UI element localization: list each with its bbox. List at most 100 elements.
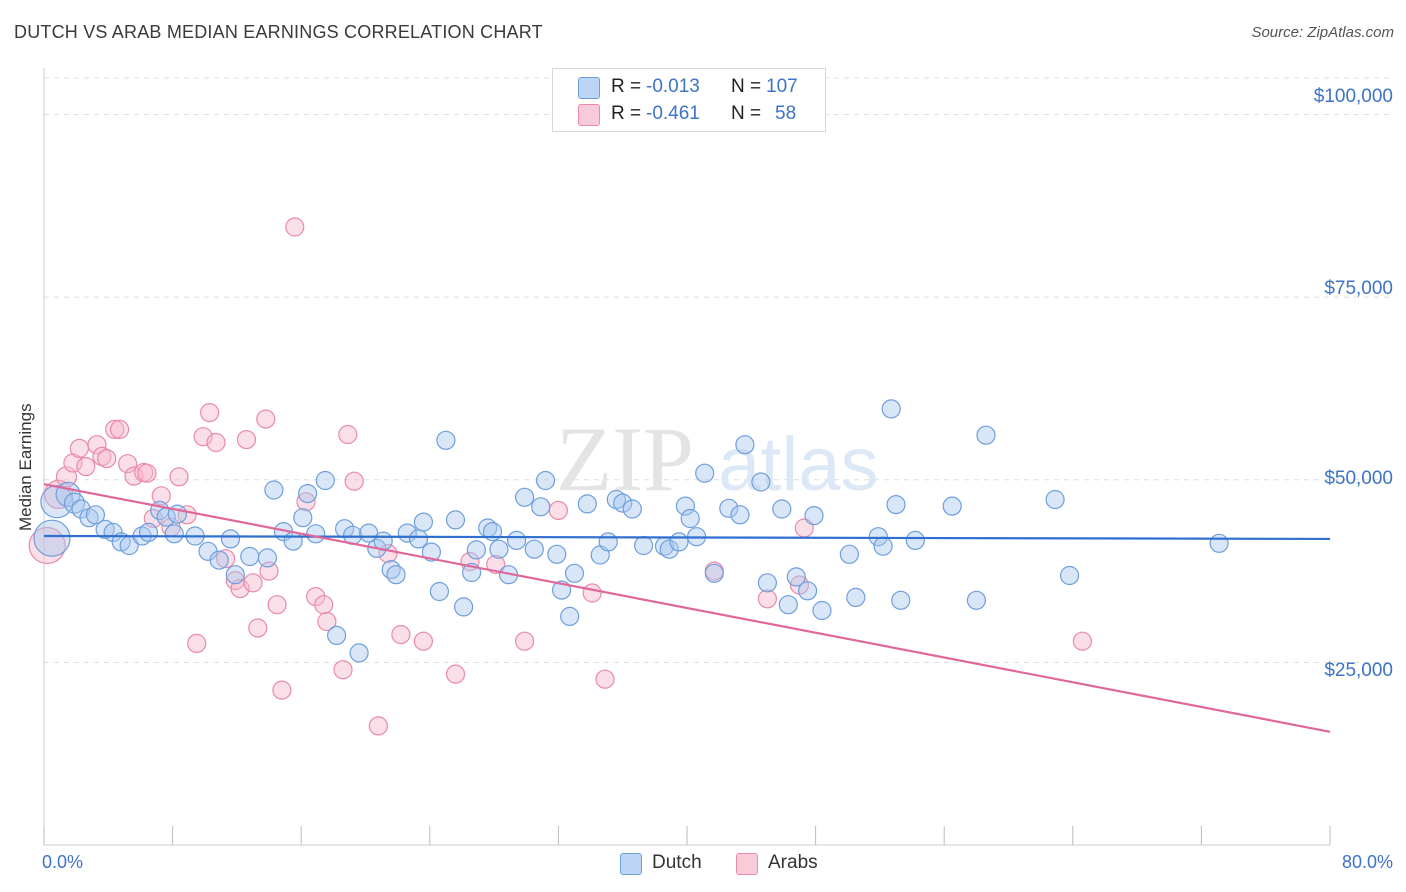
dutch-point bbox=[466, 540, 486, 560]
arabs-point bbox=[256, 409, 276, 429]
arabs-point bbox=[296, 492, 316, 512]
dutch-point bbox=[812, 600, 832, 621]
arabs-point bbox=[445, 664, 466, 684]
dutch-point bbox=[349, 643, 369, 663]
dutch-point bbox=[327, 625, 347, 646]
arabs-point bbox=[151, 486, 171, 506]
arabs-point bbox=[338, 424, 358, 445]
arabs-point bbox=[548, 500, 569, 520]
dutch-point bbox=[85, 505, 106, 525]
dutch-point bbox=[942, 496, 962, 516]
dutch-point bbox=[598, 532, 618, 552]
dutch-point bbox=[1059, 565, 1080, 586]
dutch-point bbox=[306, 524, 326, 544]
dutch-point bbox=[454, 597, 474, 617]
dutch-point bbox=[797, 581, 818, 601]
dutch-point bbox=[436, 430, 456, 450]
arabs-point bbox=[582, 583, 602, 603]
dutch-point bbox=[138, 522, 159, 543]
arabs-point bbox=[200, 403, 220, 423]
dutch-point bbox=[386, 565, 406, 585]
chart-title: DUTCH VS ARAB MEDIAN EARNINGS CORRELATIO… bbox=[14, 22, 543, 42]
arabs-point bbox=[97, 449, 117, 469]
dutch-point bbox=[873, 536, 893, 556]
dutch-point bbox=[560, 606, 580, 627]
dutch-point bbox=[704, 563, 724, 583]
dutch-point bbox=[905, 530, 925, 551]
trend-lines bbox=[43, 483, 1331, 733]
dutch-point bbox=[778, 595, 798, 615]
dutch-point bbox=[264, 480, 284, 500]
dutch-point bbox=[564, 563, 585, 583]
legend-swatch-arabs bbox=[736, 853, 758, 875]
arabs-point bbox=[285, 217, 305, 237]
y-tick-label: $100,000 bbox=[1313, 86, 1393, 107]
dutch-point bbox=[886, 495, 906, 515]
dutch-point bbox=[429, 581, 449, 602]
dutch-swatch bbox=[578, 77, 600, 99]
arabs-point bbox=[236, 430, 257, 450]
legend-label-arabs: Arabs bbox=[768, 852, 818, 873]
dutch-point bbox=[881, 399, 901, 419]
arabs-point bbox=[105, 419, 125, 439]
dutch-point bbox=[786, 567, 806, 587]
arabs-point bbox=[1072, 631, 1093, 651]
source-label: Source: ZipAtlas.com bbox=[1251, 24, 1394, 41]
arabs-point bbox=[137, 463, 157, 483]
arabs-point bbox=[76, 457, 96, 477]
arabs-n-value: 58 bbox=[775, 103, 797, 124]
dutch-point bbox=[735, 435, 755, 455]
dutch-point bbox=[613, 493, 633, 513]
y-tick-label: $75,000 bbox=[1324, 278, 1393, 299]
dutch-point bbox=[846, 587, 866, 608]
y-axis-label: Median Earnings bbox=[16, 403, 35, 531]
watermark: ZIP atlas bbox=[556, 408, 879, 510]
arabs-point bbox=[317, 611, 337, 632]
arabs-point bbox=[344, 471, 364, 491]
dutch-point bbox=[730, 505, 750, 525]
arabs-point bbox=[216, 549, 236, 569]
dutch-point bbox=[622, 499, 642, 519]
dutch-point bbox=[1045, 489, 1065, 510]
arabs-point bbox=[109, 419, 130, 439]
dutch-point bbox=[675, 496, 696, 516]
watermark-zip: ZIP bbox=[556, 408, 694, 510]
arabs-point bbox=[267, 595, 287, 615]
y-tick-label: $50,000 bbox=[1324, 468, 1393, 489]
dutch-point bbox=[445, 510, 466, 530]
arabs-point bbox=[368, 716, 388, 736]
dutch-point bbox=[535, 470, 556, 491]
dutch-point bbox=[298, 484, 318, 504]
arabs-point bbox=[248, 618, 268, 638]
y-tick-label: $25,000 bbox=[1324, 660, 1393, 681]
dutch-point bbox=[506, 530, 527, 551]
x-tick-label-min: 0.0% bbox=[42, 852, 84, 872]
arabs-point bbox=[314, 595, 334, 615]
arabs-point bbox=[595, 669, 615, 689]
dutch-point bbox=[577, 494, 597, 514]
r-label: R = bbox=[611, 76, 642, 97]
dutch-point bbox=[839, 544, 860, 564]
dutch-point bbox=[413, 512, 433, 532]
arabs-point bbox=[514, 631, 535, 651]
dutch-point bbox=[680, 508, 700, 529]
legend-label-dutch: Dutch bbox=[652, 852, 702, 873]
arabs-swatch bbox=[578, 104, 600, 126]
dutch-point bbox=[240, 546, 260, 567]
arabs-point bbox=[306, 586, 326, 607]
arabs-point bbox=[413, 631, 433, 651]
arabs-point bbox=[87, 435, 107, 455]
arabs-point bbox=[272, 680, 292, 700]
arabs-point bbox=[243, 573, 263, 593]
dutch-point bbox=[164, 524, 184, 544]
dutch-stats-row: R = -0.013 N = 107 bbox=[553, 74, 825, 102]
arabs-r-value: -0.461 bbox=[646, 103, 700, 124]
dutch-point bbox=[695, 463, 715, 483]
dutch-point bbox=[966, 590, 987, 610]
dutch-point bbox=[293, 508, 313, 528]
dutch-point bbox=[489, 539, 509, 559]
dutch-point bbox=[531, 497, 551, 517]
arabs-point bbox=[486, 554, 506, 575]
dutch-point bbox=[225, 565, 245, 585]
